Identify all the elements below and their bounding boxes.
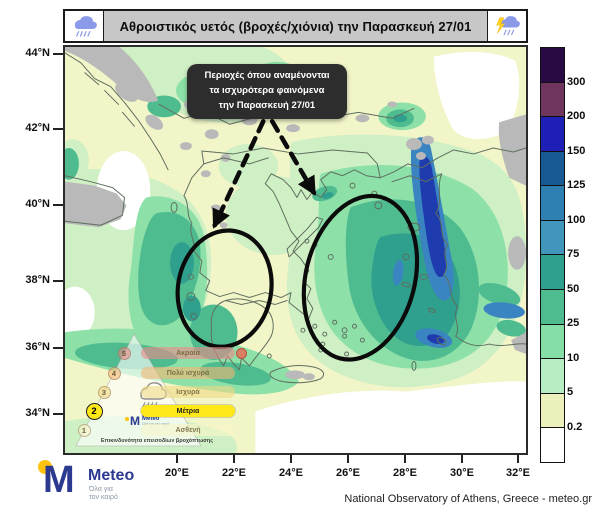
lon-tick-label: 24°E xyxy=(279,467,303,479)
map-title: Αθροιστικός υετός (βροχές/χιόνια) την Πα… xyxy=(119,18,472,34)
lon-tick xyxy=(290,455,292,463)
highlight-ellipse-east xyxy=(301,193,420,362)
colorbar-tick-label: 150 xyxy=(567,144,586,157)
annotation-line-1: Περιοχές όπου αναμένονται xyxy=(204,70,330,82)
rain-cloud-icon xyxy=(65,11,104,41)
lon-tick xyxy=(176,455,178,463)
colorbar-tick-label: 10 xyxy=(567,351,580,364)
lon-tick xyxy=(233,455,235,463)
logo-brand: Meteo xyxy=(88,467,135,484)
lon-tick-label: 22°E xyxy=(222,467,246,479)
gray-areas xyxy=(65,47,526,381)
lat-tick xyxy=(53,347,63,349)
map-canvas xyxy=(65,47,526,453)
warning-level-number-3: 3 xyxy=(97,385,111,399)
warning-level-label-5: Ακραία xyxy=(141,347,235,359)
colorbar-segment xyxy=(541,427,564,462)
meteo-logo: M Meteo Όλα για τον καιρό xyxy=(32,459,172,513)
colorbar-segment xyxy=(541,323,564,359)
colorbar-tick-label: 75 xyxy=(567,248,580,260)
colorbar-tick-label: 200 xyxy=(567,110,586,122)
title-bar: Αθροιστικός υετός (βροχές/χιόνια) την Πα… xyxy=(63,9,528,43)
colorbar-segment xyxy=(541,185,564,220)
lat-tick-label: 38°N xyxy=(25,274,50,286)
logo-m-glyph: M xyxy=(43,459,75,501)
arrow-to-east-region xyxy=(269,118,317,196)
colorbar-tick-label: 25 xyxy=(567,317,580,329)
pyramid-caption: Επικινδυνότητα επεισοδίων βροχόπτωσης xyxy=(100,438,214,444)
colorbar-segment xyxy=(541,150,564,186)
lat-tick-label: 36°N xyxy=(25,341,50,353)
colorbar-segment xyxy=(541,392,564,428)
lat-tick xyxy=(53,413,63,415)
lat-tick-label: 34°N xyxy=(25,407,50,419)
colorbar-segment xyxy=(541,81,564,117)
precipitation-map: Περιοχές όπου αναμένονται τα ισχυρότερα … xyxy=(63,45,528,455)
colorbar-tick-label: 50 xyxy=(567,282,580,295)
colorbar-tick-label: 5 xyxy=(567,386,574,398)
logo-sun-dot xyxy=(125,417,129,421)
lon-tick-label: 20°E xyxy=(165,467,189,479)
lon-tick-label: 28°E xyxy=(393,467,417,479)
warning-level-label-1: Ασθενή xyxy=(141,424,235,436)
lat-tick xyxy=(53,204,63,206)
colorbar-segment xyxy=(541,289,564,324)
colorbar-tick-label: 125 xyxy=(567,179,586,191)
warning-level-label-3: Ισχυρά xyxy=(141,386,235,398)
lon-tick-label: 32°E xyxy=(506,467,530,479)
storm-cloud-icon xyxy=(487,11,526,41)
warning-level-label-4: Πολύ ισχυρά xyxy=(141,367,235,379)
logo-sun-dot xyxy=(38,460,52,474)
lat-tick xyxy=(53,53,63,55)
annotation-line-3: την Παρασκευή 27/01 xyxy=(218,99,316,111)
colorbar-segment xyxy=(541,48,564,82)
lat-tick-label: 42°N xyxy=(25,122,50,134)
lon-tick xyxy=(347,455,349,463)
warning-level-number-5: 5 xyxy=(117,346,131,360)
warning-level-number-2: 2 xyxy=(85,402,103,420)
logo-brand-small: Meteo xyxy=(142,416,160,422)
lon-tick xyxy=(461,455,463,463)
lat-tick-label: 44°N xyxy=(25,47,50,59)
lat-tick xyxy=(53,280,63,282)
colorbar-segment xyxy=(541,116,564,151)
precipitation-colorbar xyxy=(540,47,565,463)
warning-level-number-4: 4 xyxy=(107,366,121,380)
lat-tick-label: 40°N xyxy=(25,198,50,210)
annotation-line-2: τα ισχυρότερα φαινόμενα xyxy=(209,85,325,97)
alert-dot-icon xyxy=(236,348,247,359)
lat-tick xyxy=(53,128,63,130)
colorbar-labels: 300 200 150 125 100 75 50 25 10 5 0.2 xyxy=(567,47,600,461)
lon-tick xyxy=(404,455,406,463)
colorbar-tick-label: 0.2 xyxy=(567,420,583,433)
colorbar-segment xyxy=(541,358,564,393)
colorbar-tick-label: 300 xyxy=(567,75,586,88)
colorbar-tick-label: 100 xyxy=(567,213,586,226)
lon-tick-label: 26°E xyxy=(336,467,360,479)
logo-tagline: Όλα για τον καιρό xyxy=(89,486,118,501)
lon-tick-label: 30°E xyxy=(450,467,474,479)
warning-level-label-2: Μέτρια xyxy=(141,405,235,417)
highlight-ellipse-west xyxy=(175,228,274,349)
logo-m-glyph: M xyxy=(130,414,140,428)
highlight-annotations xyxy=(175,118,420,362)
colorbar-segment xyxy=(541,254,564,290)
credit-text: National Observatory of Athens, Greece -… xyxy=(344,493,592,505)
warning-level-number-1: 1 xyxy=(77,423,91,437)
precip-layer-very-heavy xyxy=(392,137,525,348)
colorbar-segment xyxy=(541,219,564,255)
annotation-callout: Περιοχές όπου αναμένονται τα ισχυρότερα … xyxy=(187,64,347,119)
arrow-to-west-region xyxy=(212,118,266,229)
lon-tick xyxy=(517,455,519,463)
